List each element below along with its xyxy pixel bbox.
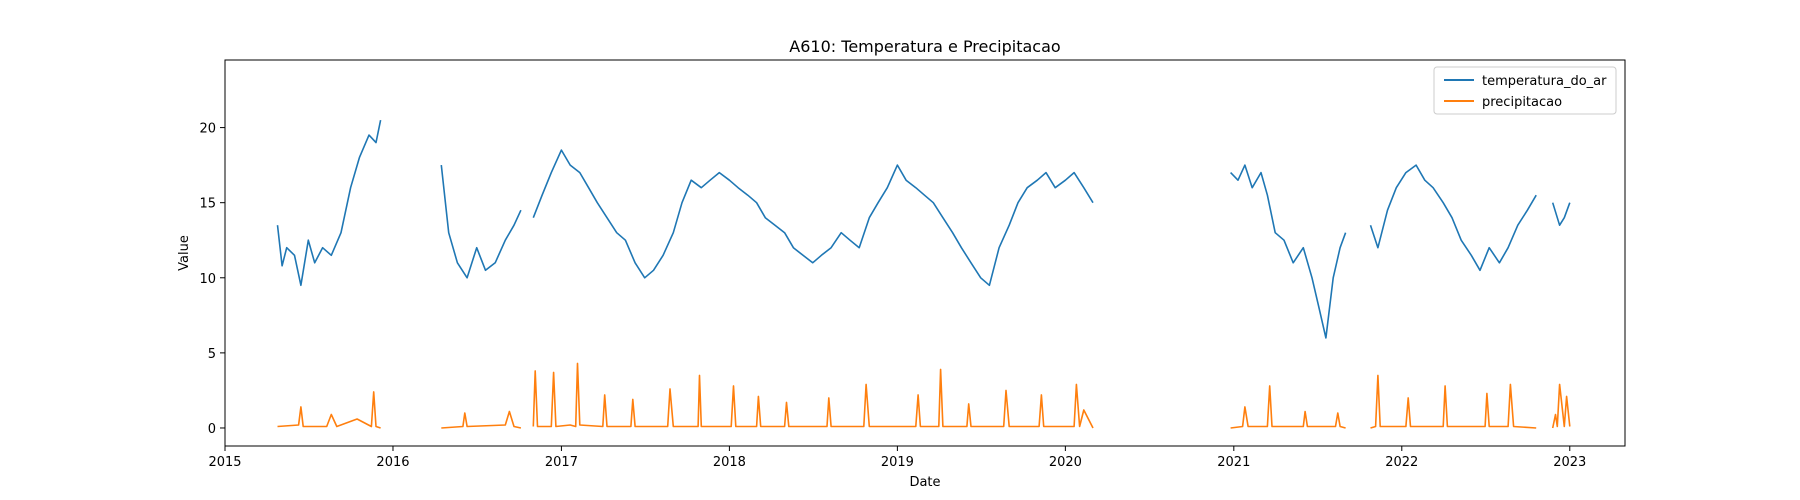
plot-frame [224,59,1626,447]
x-tick-label: 2018 [713,455,746,470]
x-tick-label: 2015 [208,455,241,470]
series-line-temperatura_do_ar-4 [1369,164,1537,272]
series-line-temperatura_do_ar-1 [440,165,522,279]
x-tick-label: 2021 [1217,455,1250,470]
x-tick-label: 2020 [1049,455,1082,470]
x-tick-label: 2022 [1385,455,1418,470]
y-tick-label: 10 [199,272,216,287]
series-line-temperatura_do_ar-2 [532,149,1094,287]
y-tick-label: 0 [208,422,216,437]
series-line-temperatura_do_ar-3 [1230,164,1347,339]
series-line-precipitacao-2 [532,362,1094,429]
legend-label-precipitacao: precipitacao [1482,95,1562,110]
x-tick-label: 2017 [545,455,578,470]
y-tick-label: 5 [208,347,216,362]
chart-title: A610: Temperatura e Precipitacao [789,37,1060,56]
series-line-precipitacao-5 [1551,383,1571,429]
x-tick-label: 2016 [376,455,409,470]
y-tick-label: 15 [199,197,216,212]
x-tick-label: 2023 [1553,455,1586,470]
y-axis-label: Value [177,235,192,271]
x-tick-label: 2019 [881,455,914,470]
legend: temperatura_do_ar precipitacao [1433,66,1617,115]
series-line-temperatura_do_ar-0 [276,119,382,287]
series-line-precipitacao-3 [1230,385,1346,429]
series-line-precipitacao-1 [441,410,522,429]
legend-label-temperatura_do_ar: temperatura_do_ar [1482,74,1607,89]
series-layer [276,119,1571,429]
series-line-precipitacao-4 [1370,374,1537,429]
series-line-precipitacao-0 [277,391,381,429]
series-line-temperatura_do_ar-5 [1551,202,1571,226]
y-axis: 0 5 10 15 20 [199,122,225,437]
series-temperatura_do_ar [276,119,1571,339]
series-precipitacao [277,362,1571,429]
legend-box [1433,66,1617,115]
x-axis-label: Date [909,475,940,490]
y-tick-label: 20 [199,122,216,137]
x-axis: 2015 2016 2017 2018 2019 2020 2021 2022 2023 [208,446,1586,470]
